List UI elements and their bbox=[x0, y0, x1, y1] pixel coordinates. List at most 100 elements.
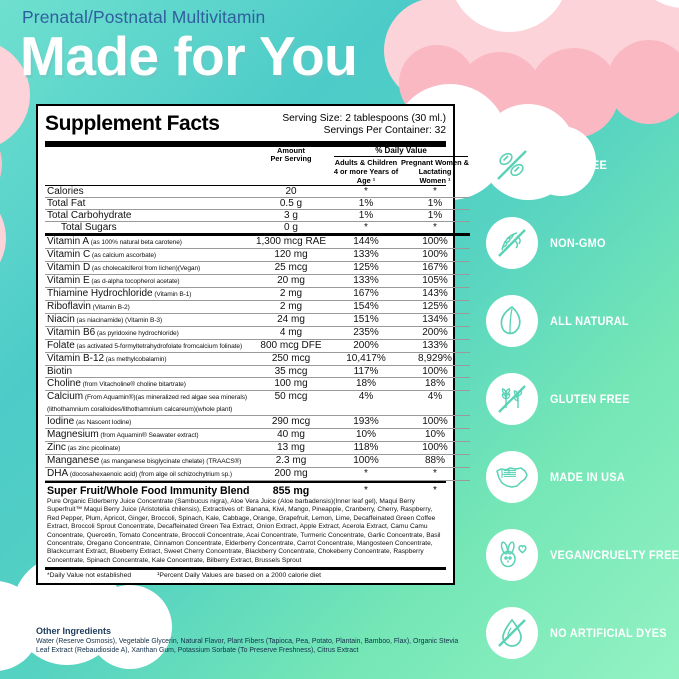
nutrient-amount: 3 g bbox=[284, 210, 298, 222]
row-divider bbox=[45, 338, 470, 340]
nutrient-dv-adults: 117% bbox=[353, 365, 379, 377]
nutrient-name: Vitamin C (as calcium ascorbate) bbox=[47, 248, 157, 260]
footnote-daily-value: *Daily Value not established bbox=[47, 571, 132, 579]
row-divider bbox=[45, 286, 470, 288]
nutrient-dv-adults: 125% bbox=[353, 261, 379, 273]
nutrient-name: Vitamin B6 (as pyridoxine hydrochloride) bbox=[47, 326, 179, 338]
row-divider bbox=[45, 197, 470, 199]
nutrient-name: Calcium (From Aquamin®)(as mineralized r… bbox=[47, 390, 248, 413]
nutrient-amount: 2 mg bbox=[279, 287, 303, 299]
nutrient-name: Thiamine Hydrochloride (Vitamin B-1) bbox=[47, 287, 192, 299]
nutrient-name: Manganese (as manganese bisglycinate che… bbox=[47, 454, 242, 466]
supplement-facts-title: Supplement Facts bbox=[45, 112, 220, 135]
nutrient-dv-pregnant: 200% bbox=[422, 326, 448, 338]
nutrient-source: (as methylcobalamin) bbox=[104, 355, 167, 363]
nutrient-amount: 250 mcg bbox=[271, 352, 311, 364]
supplement-facts-panel: Supplement Facts Serving Size: 2 tablesp… bbox=[36, 104, 470, 585]
nutrient-name: Vitamin B-12 (as methylcobalamin) bbox=[47, 352, 167, 364]
nutrient-name: Vitamin D (as cholecalciferol from liche… bbox=[47, 261, 201, 273]
nutrient-amount: 20 bbox=[285, 186, 297, 198]
nutrient-amount: 13 mg bbox=[277, 441, 305, 453]
nutrient-name: Vitamin A (as 100% natural beta carotene… bbox=[47, 235, 182, 247]
nutrient-row: Vitamin B6 (as pyridoxine hydrochloride)… bbox=[45, 327, 470, 339]
nutrient-dv-adults: 151% bbox=[353, 313, 379, 325]
nutrient-dv-adults: 1% bbox=[358, 198, 374, 210]
nutrient-dv-adults: 193% bbox=[353, 415, 379, 427]
badge-label: VEGAN/CRUELTY FREE bbox=[550, 548, 679, 562]
header-daily-value: % Daily Value Adults & Children 4 or mor… bbox=[333, 145, 470, 185]
nutrient-row: Niacin (as niacinamide) (Vitamin B-3) 24 … bbox=[45, 314, 470, 326]
other-ingredients-title: Other Ingredients bbox=[36, 626, 112, 636]
row-divider bbox=[45, 221, 470, 223]
divider-after-header bbox=[45, 185, 446, 187]
nutrient-dv-pregnant: 167% bbox=[422, 261, 448, 273]
nutrient-row: Vitamin A (as 100% natural beta carotene… bbox=[45, 236, 470, 248]
badge-item: NO ARTIFICIAL DYES bbox=[486, 594, 676, 672]
nutrient-dv-adults: 10,417% bbox=[346, 352, 386, 364]
no-dye-droplet-icon bbox=[486, 607, 538, 659]
nutrient-source: (as 100% natural beta carotene) bbox=[89, 238, 182, 246]
page-headline: Made for You bbox=[20, 25, 358, 87]
nutrient-amount: 4 mg bbox=[279, 326, 303, 338]
page-kicker: Prenatal/Postnatal Multivitamin bbox=[22, 7, 266, 27]
badge-label: NO ARTIFICIAL DYES bbox=[550, 626, 667, 640]
nutrient-source: (from Aquamin® Seawater extract) bbox=[98, 431, 199, 439]
badge-item: GLUTEN FREE bbox=[486, 360, 676, 438]
nutrient-name: Niacin (as niacinamide) (Vitamin B-3) bbox=[47, 313, 163, 325]
nutrient-dv-adults: 133% bbox=[353, 248, 379, 260]
nutrient-dv-pregnant: * bbox=[433, 186, 437, 198]
nutrient-dv-adults: 4% bbox=[358, 390, 374, 402]
row-divider bbox=[45, 351, 470, 353]
nutrition-table: Amount Per Serving % Daily Value Adults … bbox=[45, 145, 470, 185]
divider-before-blend bbox=[45, 480, 446, 483]
nutrient-amount: 20 mg bbox=[277, 274, 305, 286]
nutrient-row: Biotin 35 mcg 117% 100% bbox=[45, 366, 470, 377]
divider-before-footnotes bbox=[45, 567, 446, 570]
nutrient-source: (from Vitacholine® choline bitartrate) bbox=[80, 380, 186, 388]
nutrient-name: DHA (docosahexaenoic acid) (from alge oi… bbox=[47, 467, 233, 479]
badge-label: SOY FREE bbox=[550, 158, 608, 172]
soy-free-icon bbox=[486, 139, 538, 191]
nutrient-source: (as pyridoxine hydrochloride) bbox=[95, 329, 179, 337]
nutrient-amount: 290 mcg bbox=[271, 415, 311, 427]
nutrient-row: Choline (from Vitacholine® choline bitar… bbox=[45, 378, 470, 390]
nutrient-dv-adults: 18% bbox=[355, 377, 376, 389]
nutrient-row: Total Carbohydrate 3 g 1% 1% bbox=[45, 210, 470, 221]
nutrient-dv-adults: * bbox=[364, 186, 368, 198]
row-divider bbox=[45, 312, 470, 314]
nutrient-dv-pregnant: 105% bbox=[422, 274, 448, 286]
gluten-free-icon bbox=[486, 373, 538, 425]
footnotes: *Daily Value not established ¹Percent Da… bbox=[45, 570, 446, 579]
nutrient-amount: 0.5 g bbox=[279, 198, 303, 210]
badge-label: MADE IN USA bbox=[550, 470, 625, 484]
badge-list: SOY FREE NON-GMO ALL NATURAL GLUTEN FREE MAD… bbox=[486, 126, 679, 672]
header-blank bbox=[45, 147, 250, 185]
nutrient-dv-pregnant: 100% bbox=[422, 441, 448, 453]
footnote-percent-dv: ¹Percent Daily Values are based on a 200… bbox=[157, 571, 321, 579]
nutrient-amount: 200 mg bbox=[274, 467, 308, 479]
row-divider bbox=[45, 427, 470, 429]
nutrient-dv-pregnant: 133% bbox=[422, 339, 448, 351]
row-divider bbox=[45, 453, 470, 455]
nutrient-row: Vitamin C (as calcium ascorbate) 120 mg 13… bbox=[45, 249, 470, 261]
nutrient-dv-pregnant: 125% bbox=[422, 300, 448, 312]
header-dv-pregnant: Pregnant Women & Lactating Women ¹ bbox=[400, 158, 470, 185]
nutrient-dv-pregnant: 100% bbox=[422, 365, 448, 377]
nutrient-row: Vitamin D (as cholecalciferol from liche… bbox=[45, 262, 470, 274]
nutrient-source: (as activated 5-formyltetrahydrofolate f… bbox=[74, 342, 243, 350]
nutrient-name: Iodine (as Nascent Iodine) bbox=[47, 415, 132, 427]
blend-row: Super Fruit/Whole Food Immunity Blend 85… bbox=[45, 483, 470, 497]
nutrient-dv-pregnant: 10% bbox=[424, 428, 445, 440]
row-divider bbox=[45, 273, 470, 275]
nutrient-row: Total Sugars 0 g * * bbox=[45, 222, 470, 233]
nutrient-name: Vitamin E (as d-alpha tocopherol acetate… bbox=[47, 274, 180, 286]
nutrient-name: Choline (from Vitacholine® choline bitar… bbox=[47, 377, 186, 389]
nutrient-dv-adults: 118% bbox=[353, 441, 379, 453]
nutrient-dv-adults: 167% bbox=[353, 287, 379, 299]
nutrient-row: Total Fat 0.5 g 1% 1% bbox=[45, 198, 470, 209]
nutrient-dv-adults: 1% bbox=[358, 210, 374, 222]
nutrient-row: Thiamine Hydrochloride (Vitamin B-1) 2 mg… bbox=[45, 288, 470, 300]
row-divider bbox=[45, 247, 470, 249]
row-divider bbox=[45, 233, 470, 236]
non-gmo-icon bbox=[486, 217, 538, 269]
